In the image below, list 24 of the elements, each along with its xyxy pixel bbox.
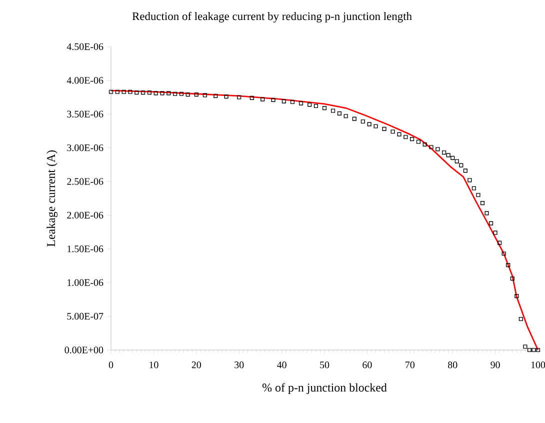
- x-axis-title: % of p-n junction blocked: [262, 383, 387, 394]
- x-tick-label: 30: [234, 362, 244, 368]
- x-tick-label: 100: [531, 362, 545, 368]
- y-tick-label: 3.00E-06: [67, 144, 104, 152]
- y-tick-label: 0.00E+00: [64, 346, 104, 354]
- y-tick-label: 4.00E-06: [66, 77, 104, 84]
- x-tick-label: 80: [448, 362, 458, 368]
- x-tick-label: 20: [192, 362, 202, 368]
- y-tick-label: 3.50E-06: [67, 110, 104, 118]
- y-tick-label: 2.50E-06: [67, 178, 104, 185]
- x-tick-label: 70: [406, 362, 415, 368]
- x-tick-label: 60: [362, 362, 372, 368]
- y-tick-label: 5.00E-07: [67, 312, 104, 320]
- x-tick-label: 10: [150, 362, 158, 368]
- y-tick-label: 4.50E-06: [66, 43, 104, 50]
- y-tick-label: 2.00E-06: [67, 212, 104, 219]
- x-tick-label: 40: [277, 362, 286, 368]
- x-tick-label: 0: [108, 362, 114, 368]
- x-tick-label: 50: [320, 362, 330, 368]
- y-axis-title: Leakage current (A): [46, 150, 58, 246]
- y-tick-label: 1.50E-06: [68, 246, 104, 252]
- y-tick-label: 1.00E-06: [68, 279, 104, 286]
- x-tick-label: 90: [490, 362, 500, 368]
- chart-title: Reduction of leakage current by reducing p-n junction length: [132, 12, 412, 22]
